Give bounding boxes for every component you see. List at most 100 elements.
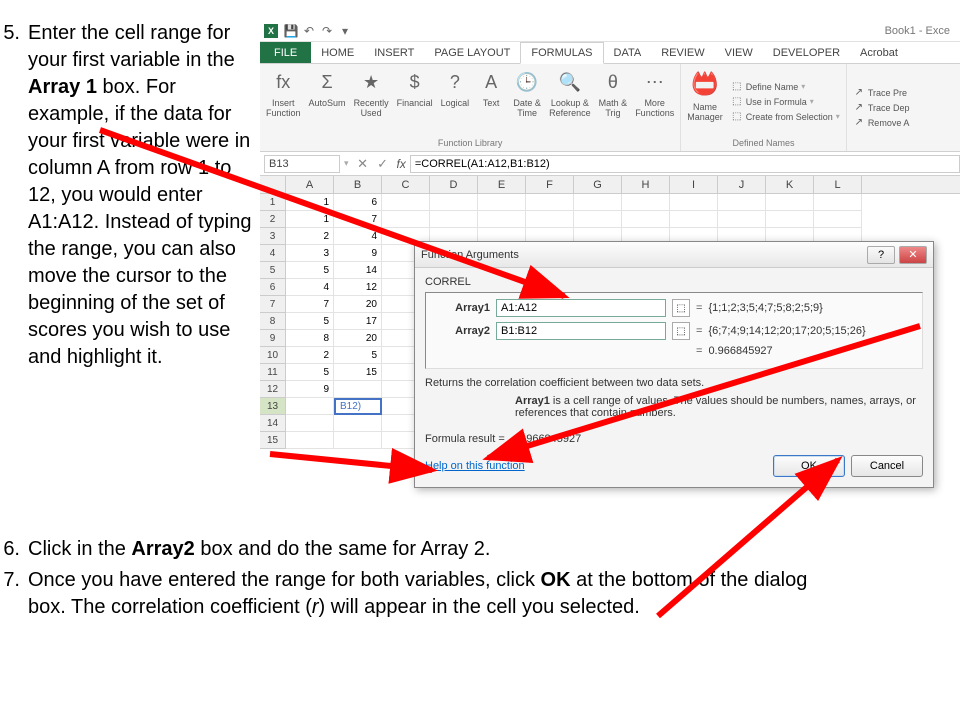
ribbon-cmd-trace-pre[interactable]: ↗Trace Pre [853, 87, 910, 99]
dialog-titlebar[interactable]: Function Arguments ? ✕ [415, 242, 933, 268]
cell-B14[interactable] [334, 415, 382, 432]
col-header-B[interactable]: B [334, 176, 382, 193]
cell-B15[interactable] [334, 432, 382, 449]
cancel-formula-icon[interactable]: ✕ [353, 154, 373, 174]
cell-A15[interactable] [286, 432, 334, 449]
cell-L2[interactable] [814, 211, 862, 228]
cell-F2[interactable] [526, 211, 574, 228]
ribbon-btn-more-functions[interactable]: ⋯More Functions [631, 66, 678, 137]
row-header-12[interactable]: 12 [260, 381, 286, 398]
cell-G1[interactable] [574, 194, 622, 211]
col-header-A[interactable]: A [286, 176, 334, 193]
cell-F1[interactable] [526, 194, 574, 211]
cell-A3[interactable]: 2 [286, 228, 334, 245]
cell-A7[interactable]: 7 [286, 296, 334, 313]
col-header-F[interactable]: F [526, 176, 574, 193]
ribbon-btn-autosum[interactable]: ΣAutoSum [305, 66, 350, 137]
cell-K2[interactable] [766, 211, 814, 228]
array2-input[interactable]: B1:B12 [496, 322, 666, 340]
range-picker-icon[interactable]: ⬚ [672, 299, 690, 317]
col-header-K[interactable]: K [766, 176, 814, 193]
cell-L1[interactable] [814, 194, 862, 211]
cell-D1[interactable] [430, 194, 478, 211]
ribbon-cmd-define-name[interactable]: ⬚Define Name ▾ [731, 81, 840, 93]
cell-K1[interactable] [766, 194, 814, 211]
cell-D2[interactable] [430, 211, 478, 228]
ribbon-tab-data[interactable]: DATA [604, 42, 652, 63]
qat-save-icon[interactable]: 💾 [282, 22, 300, 40]
cell-E2[interactable] [478, 211, 526, 228]
row-header-8[interactable]: 8 [260, 313, 286, 330]
ribbon-tab-developer[interactable]: DEVELOPER [763, 42, 850, 63]
cell-A13[interactable] [286, 398, 334, 415]
array1-input[interactable]: A1:A12 [496, 299, 666, 317]
col-header-G[interactable]: G [574, 176, 622, 193]
ribbon-tab-page-layout[interactable]: PAGE LAYOUT [424, 42, 520, 63]
cell-A8[interactable]: 5 [286, 313, 334, 330]
cell-E1[interactable] [478, 194, 526, 211]
dialog-close-button[interactable]: ✕ [899, 246, 927, 264]
qat-redo-icon[interactable]: ↷ [318, 22, 336, 40]
row-header-3[interactable]: 3 [260, 228, 286, 245]
ribbon-tab-home[interactable]: HOME [311, 42, 364, 63]
ribbon-btn-date-time[interactable]: 🕒Date & Time [509, 66, 545, 137]
cell-B10[interactable]: 5 [334, 347, 382, 364]
ribbon-tab-file[interactable]: FILE [260, 42, 311, 63]
ribbon-cmd-use-in-formula[interactable]: ⬚Use in Formula ▾ [731, 96, 840, 108]
name-manager-button[interactable]: 📛 Name Manager [683, 66, 727, 137]
enter-formula-icon[interactable]: ✓ [373, 154, 393, 174]
col-header-E[interactable]: E [478, 176, 526, 193]
ribbon-btn-math-trig[interactable]: θMath & Trig [595, 66, 632, 137]
cell-J2[interactable] [718, 211, 766, 228]
row-header-13[interactable]: 13 [260, 398, 286, 415]
cell-A6[interactable]: 4 [286, 279, 334, 296]
ribbon-tab-review[interactable]: REVIEW [651, 42, 714, 63]
cell-A1[interactable]: 1 [286, 194, 334, 211]
cell-A14[interactable] [286, 415, 334, 432]
row-header-4[interactable]: 4 [260, 245, 286, 262]
row-header-2[interactable]: 2 [260, 211, 286, 228]
cell-I1[interactable] [670, 194, 718, 211]
cell-H1[interactable] [622, 194, 670, 211]
cell-B9[interactable]: 20 [334, 330, 382, 347]
cell-B2[interactable]: 7 [334, 211, 382, 228]
cancel-button[interactable]: Cancel [851, 455, 923, 477]
row-header-7[interactable]: 7 [260, 296, 286, 313]
cell-B8[interactable]: 17 [334, 313, 382, 330]
row-header-10[interactable]: 10 [260, 347, 286, 364]
cell-A9[interactable]: 8 [286, 330, 334, 347]
col-header-C[interactable]: C [382, 176, 430, 193]
dialog-help-link[interactable]: Help on this function [425, 460, 525, 472]
fx-icon[interactable]: fx [397, 157, 406, 171]
row-header-1[interactable]: 1 [260, 194, 286, 211]
ribbon-btn-financial[interactable]: $Financial [393, 66, 437, 137]
cell-B4[interactable]: 9 [334, 245, 382, 262]
ribbon-tab-acrobat[interactable]: Acrobat [850, 42, 908, 63]
col-header-D[interactable]: D [430, 176, 478, 193]
cell-B13[interactable]: B12) [334, 398, 382, 415]
row-header-14[interactable]: 14 [260, 415, 286, 432]
cell-A10[interactable]: 2 [286, 347, 334, 364]
ribbon-cmd-trace-dep[interactable]: ↗Trace Dep [853, 102, 910, 114]
ribbon-btn-insert-function[interactable]: fxInsert Function [262, 66, 305, 137]
cell-H2[interactable] [622, 211, 670, 228]
cell-A11[interactable]: 5 [286, 364, 334, 381]
ok-button[interactable]: OK [773, 455, 845, 477]
ribbon-btn-lookup-reference[interactable]: 🔍Lookup & Reference [545, 66, 595, 137]
cell-A4[interactable]: 3 [286, 245, 334, 262]
row-header-5[interactable]: 5 [260, 262, 286, 279]
row-header-11[interactable]: 11 [260, 364, 286, 381]
col-header-J[interactable]: J [718, 176, 766, 193]
cell-A2[interactable]: 1 [286, 211, 334, 228]
cell-G2[interactable] [574, 211, 622, 228]
ribbon-tab-view[interactable]: VIEW [715, 42, 763, 63]
col-header-L[interactable]: L [814, 176, 862, 193]
col-header-I[interactable]: I [670, 176, 718, 193]
cell-J1[interactable] [718, 194, 766, 211]
select-all-corner[interactable] [260, 176, 286, 193]
cell-C1[interactable] [382, 194, 430, 211]
name-box[interactable]: B13 [264, 155, 340, 173]
cell-C2[interactable] [382, 211, 430, 228]
cell-B1[interactable]: 6 [334, 194, 382, 211]
ribbon-btn-logical[interactable]: ?Logical [437, 66, 474, 137]
